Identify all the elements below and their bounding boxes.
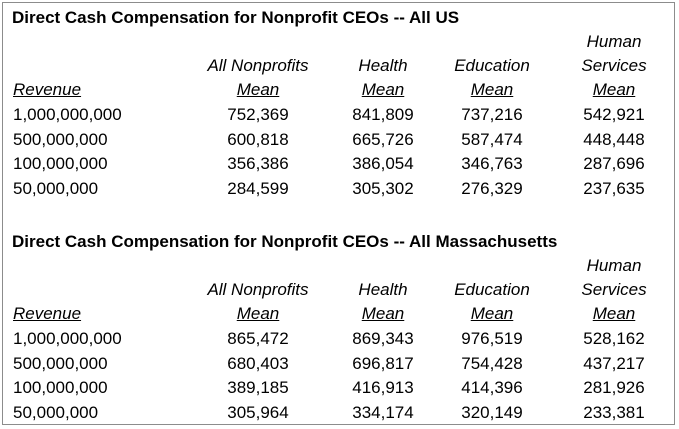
value-cell: 284,599 bbox=[227, 179, 289, 198]
value-cell: 287,696 bbox=[583, 154, 645, 173]
column-header-human: Human bbox=[586, 32, 642, 51]
column-header-all-nonprofits: All Nonprofits bbox=[207, 56, 309, 75]
column-header-mean: Mean bbox=[236, 304, 280, 323]
value-cell: 416,913 bbox=[352, 378, 414, 397]
value-cell: 276,329 bbox=[461, 179, 523, 198]
column-header-all-nonprofits: All Nonprofits bbox=[207, 280, 309, 299]
value-cell: 414,396 bbox=[461, 378, 523, 397]
value-cell: 542,921 bbox=[583, 105, 645, 124]
value-cell: 587,474 bbox=[461, 130, 523, 149]
column-header-revenue: Revenue bbox=[13, 304, 82, 323]
table-title: Direct Cash Compensation for Nonprofit C… bbox=[12, 8, 460, 27]
value-cell: 976,519 bbox=[461, 329, 523, 348]
revenue-cell: 500,000,000 bbox=[13, 354, 108, 373]
revenue-cell: 1,000,000,000 bbox=[13, 329, 122, 348]
value-cell: 448,448 bbox=[583, 130, 645, 149]
value-cell: 600,818 bbox=[227, 130, 289, 149]
value-cell: 752,369 bbox=[227, 105, 289, 124]
value-cell: 865,472 bbox=[227, 329, 289, 348]
column-header-mean: Mean bbox=[361, 80, 405, 99]
revenue-cell: 1,000,000,000 bbox=[13, 105, 122, 124]
revenue-cell: 100,000,000 bbox=[13, 154, 108, 173]
value-cell: 320,149 bbox=[461, 403, 523, 422]
column-header-services: Services bbox=[581, 56, 647, 75]
revenue-cell: 50,000,000 bbox=[13, 179, 99, 198]
column-header-mean: Mean bbox=[470, 80, 514, 99]
document-frame bbox=[2, 2, 675, 425]
revenue-cell: 500,000,000 bbox=[13, 130, 108, 149]
column-header-mean: Mean bbox=[592, 304, 636, 323]
column-header-mean: Mean bbox=[470, 304, 514, 323]
value-cell: 334,174 bbox=[352, 403, 414, 422]
value-cell: 305,302 bbox=[352, 179, 414, 198]
column-header-mean: Mean bbox=[236, 80, 280, 99]
value-cell: 696,817 bbox=[352, 354, 414, 373]
value-cell: 233,381 bbox=[583, 403, 645, 422]
table-title: Direct Cash Compensation for Nonprofit C… bbox=[12, 232, 558, 251]
value-cell: 386,054 bbox=[352, 154, 414, 173]
revenue-cell: 50,000,000 bbox=[13, 403, 99, 422]
value-cell: 841,809 bbox=[352, 105, 414, 124]
value-cell: 237,635 bbox=[583, 179, 645, 198]
value-cell: 437,217 bbox=[583, 354, 645, 373]
column-header-mean: Mean bbox=[361, 304, 405, 323]
value-cell: 680,403 bbox=[227, 354, 289, 373]
value-cell: 737,216 bbox=[461, 105, 523, 124]
column-header-human: Human bbox=[586, 256, 642, 275]
value-cell: 665,726 bbox=[352, 130, 414, 149]
value-cell: 528,162 bbox=[583, 329, 645, 348]
value-cell: 356,386 bbox=[227, 154, 289, 173]
column-header-education: Education bbox=[454, 56, 530, 75]
value-cell: 754,428 bbox=[461, 354, 523, 373]
value-cell: 869,343 bbox=[352, 329, 414, 348]
column-header-health: Health bbox=[358, 56, 408, 75]
value-cell: 389,185 bbox=[227, 378, 289, 397]
value-cell: 305,964 bbox=[227, 403, 289, 422]
value-cell: 346,763 bbox=[461, 154, 523, 173]
column-header-services: Services bbox=[581, 280, 647, 299]
revenue-cell: 100,000,000 bbox=[13, 378, 108, 397]
column-header-revenue: Revenue bbox=[13, 80, 82, 99]
column-header-health: Health bbox=[358, 280, 408, 299]
column-header-education: Education bbox=[454, 280, 530, 299]
column-header-mean: Mean bbox=[592, 80, 636, 99]
value-cell: 281,926 bbox=[583, 378, 645, 397]
